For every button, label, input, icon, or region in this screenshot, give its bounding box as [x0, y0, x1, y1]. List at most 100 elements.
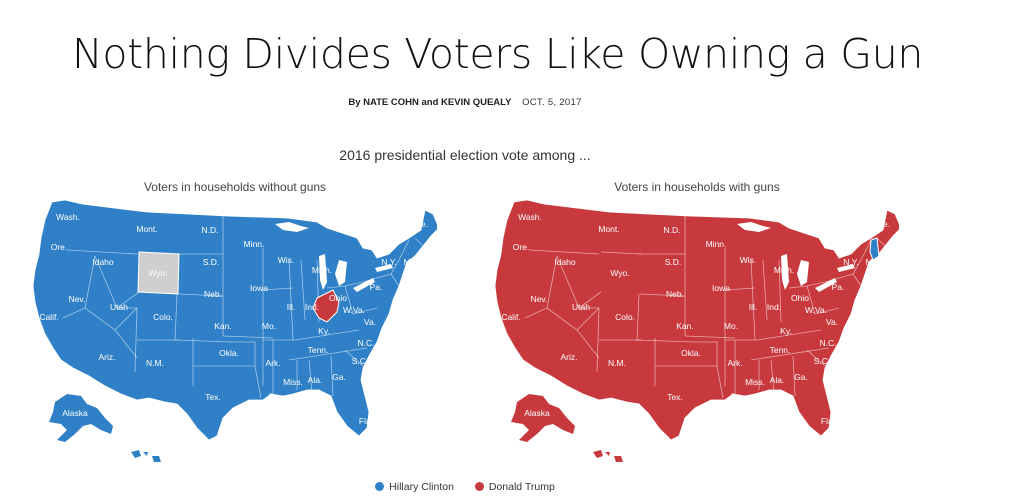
state-border [806, 285, 816, 315]
state-label-sd: S.D. [665, 257, 682, 267]
state-label-ohio: Ohio [329, 293, 347, 303]
state-label-la: La. [731, 391, 743, 401]
state-label-sc: S.C. [352, 356, 369, 366]
legend-label-clinton: Hillary Clinton [389, 481, 454, 493]
state-border [288, 259, 294, 341]
state-label-ga: Ga. [332, 372, 346, 382]
state-label-nm: N.M. [608, 358, 626, 368]
state-label-pa: Pa. [832, 282, 845, 292]
state-label-ind: Ind. [305, 302, 319, 312]
state-label-ark: Ark. [265, 358, 280, 368]
state-border [177, 293, 224, 297]
state-label-sd: S.D. [203, 257, 220, 267]
state-label-neb: Neb. [666, 289, 684, 299]
state-label-idaho: Idaho [554, 257, 576, 267]
state-label-colo: Colo. [153, 312, 173, 322]
state-label-calif: Calif. [501, 312, 520, 322]
state-label-mo: Mo. [262, 321, 276, 331]
state-label-alaska: Alaska [524, 408, 550, 418]
state-border [66, 249, 138, 255]
state-label-ark: Ark. [727, 358, 742, 368]
state-label-me: Me. [876, 219, 890, 229]
state-label-fla: Fla. [359, 416, 373, 426]
state-label-mo: Mo. [724, 321, 738, 331]
state-label-ky: Ky. [780, 326, 792, 336]
state-label-miss: Miss. [745, 377, 765, 387]
state-label-pa: Pa. [370, 282, 383, 292]
great-lake-shape [781, 254, 789, 290]
state-label-mont: Mont. [598, 224, 619, 234]
state-label-alaska: Alaska [62, 408, 88, 418]
state-border [750, 259, 756, 341]
map-title-without-guns: Voters in households without guns [143, 180, 327, 194]
great-lake-shape [837, 264, 855, 272]
state-label-mont: Mont. [136, 224, 157, 234]
legend-item-clinton: Hillary Clinton [375, 481, 454, 493]
state-label-ill: Ill. [749, 302, 758, 312]
state-label-kan: Kan. [214, 321, 232, 331]
state-label-tenn: Tenn. [308, 345, 329, 355]
headline: Nothing Divides Voters Like Owning a Gun [72, 30, 924, 78]
state-label-nev: Nev. [69, 294, 86, 304]
state-border [300, 259, 306, 321]
state-label-ga: Ga. [794, 372, 808, 382]
great-lake-shape [335, 260, 347, 286]
state-border [724, 287, 756, 291]
state-border [600, 251, 642, 255]
state-border [308, 359, 314, 405]
state-border [352, 307, 378, 315]
state-label-utah: Utah [110, 302, 128, 312]
state-label-ala: Ala. [770, 375, 785, 385]
state-border [852, 273, 862, 287]
state-label-utah: Utah [572, 302, 590, 312]
state-label-mich: Mich. [312, 265, 332, 275]
us-lower48-shape [494, 199, 899, 441]
state-label-nm: N.M. [146, 358, 164, 368]
state-border [294, 329, 360, 341]
state-label-sc: S.C. [814, 356, 831, 366]
state-border [792, 355, 796, 397]
state-label-ore: Ore. [513, 242, 530, 252]
state-border [114, 307, 138, 331]
state-label-miss: Miss. [283, 377, 303, 387]
state-border [639, 293, 686, 297]
state-label-wis: Wis. [278, 255, 295, 265]
state-label-la: La. [269, 391, 281, 401]
state-label-mich: Mich. [774, 265, 794, 275]
state-label-mass: Mass. [404, 257, 427, 267]
state-label-ohio: Ohio [791, 293, 809, 303]
byline-authors: By NATE COHN and KEVIN QUEALY [348, 97, 512, 108]
state-label-minn: Minn. [244, 239, 265, 249]
state-border [578, 291, 602, 309]
state-border [390, 273, 400, 287]
state-border [762, 259, 768, 321]
great-lake-shape [275, 222, 309, 232]
state-border [806, 349, 826, 367]
map-title-with-guns: Voters in households with guns [614, 180, 780, 194]
state-border [116, 291, 140, 309]
state-label-wyo: Wyo. [610, 268, 629, 278]
hawaii-shape [131, 450, 161, 462]
state-border [860, 239, 872, 261]
map-without-guns: Wash. Ore. Calif. Idaho Nev. Utah Ariz. Mont. Wy… [32, 199, 437, 462]
state-border [814, 307, 840, 315]
legend-swatch-clinton [375, 482, 385, 491]
state-label-fla: Fla. [821, 416, 835, 426]
state-border [288, 347, 368, 361]
publish-date: OCT. 5, 2017 [522, 97, 582, 108]
state-label-kan: Kan. [676, 321, 694, 331]
state-border [330, 355, 334, 397]
state-label-okla: Okla. [681, 348, 701, 358]
great-lake-shape [797, 260, 809, 286]
state-label-ny: N.Y. [381, 257, 396, 267]
state-border [414, 237, 424, 247]
state-border [756, 329, 822, 341]
state-label-wva: W.Va. [343, 305, 365, 315]
legend-label-trump: Donald Trump [488, 481, 555, 493]
state-label-ariz: Ariz. [99, 352, 116, 362]
state-label-ind: Ind. [767, 302, 781, 312]
state-label-va: Va. [826, 317, 838, 327]
state-border [716, 365, 724, 399]
state-label-ill: Ill. [287, 302, 296, 312]
us-lower48-shape [32, 199, 437, 441]
